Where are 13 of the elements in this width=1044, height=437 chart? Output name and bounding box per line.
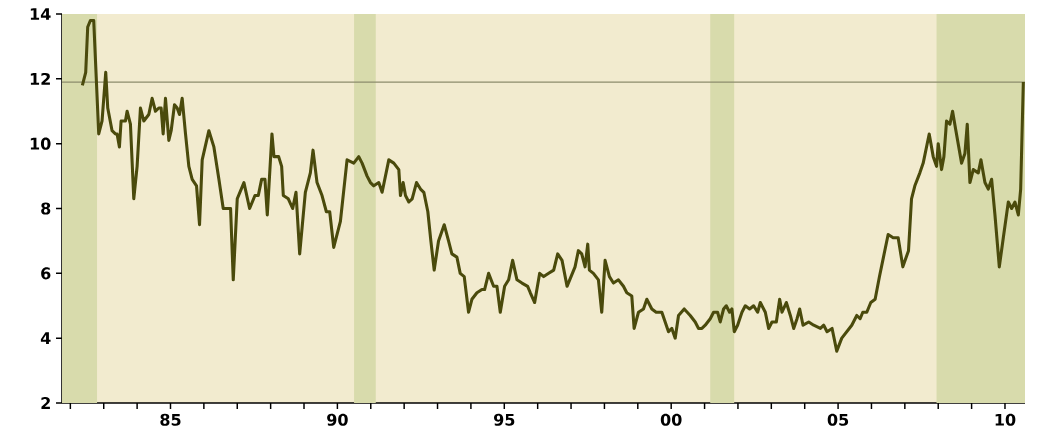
y-tick-label: 4 <box>40 332 51 344</box>
y-tick-label: 10 <box>30 137 51 150</box>
y-tick-label: 14 <box>30 8 51 20</box>
y-tick-label: 8 <box>41 202 51 215</box>
x-tick-label: 00 <box>660 413 682 426</box>
y-tick-label: 6 <box>41 267 51 280</box>
y-tick-label: 12 <box>30 72 50 85</box>
x-tick-label: 85 <box>160 413 181 426</box>
y-tick-label: 2 <box>41 397 50 409</box>
x-tick-label: 10 <box>995 413 1016 426</box>
x-tick-label: 90 <box>327 413 348 426</box>
x-tick-label: 95 <box>493 413 515 426</box>
x-tick-label: 05 <box>827 413 849 426</box>
